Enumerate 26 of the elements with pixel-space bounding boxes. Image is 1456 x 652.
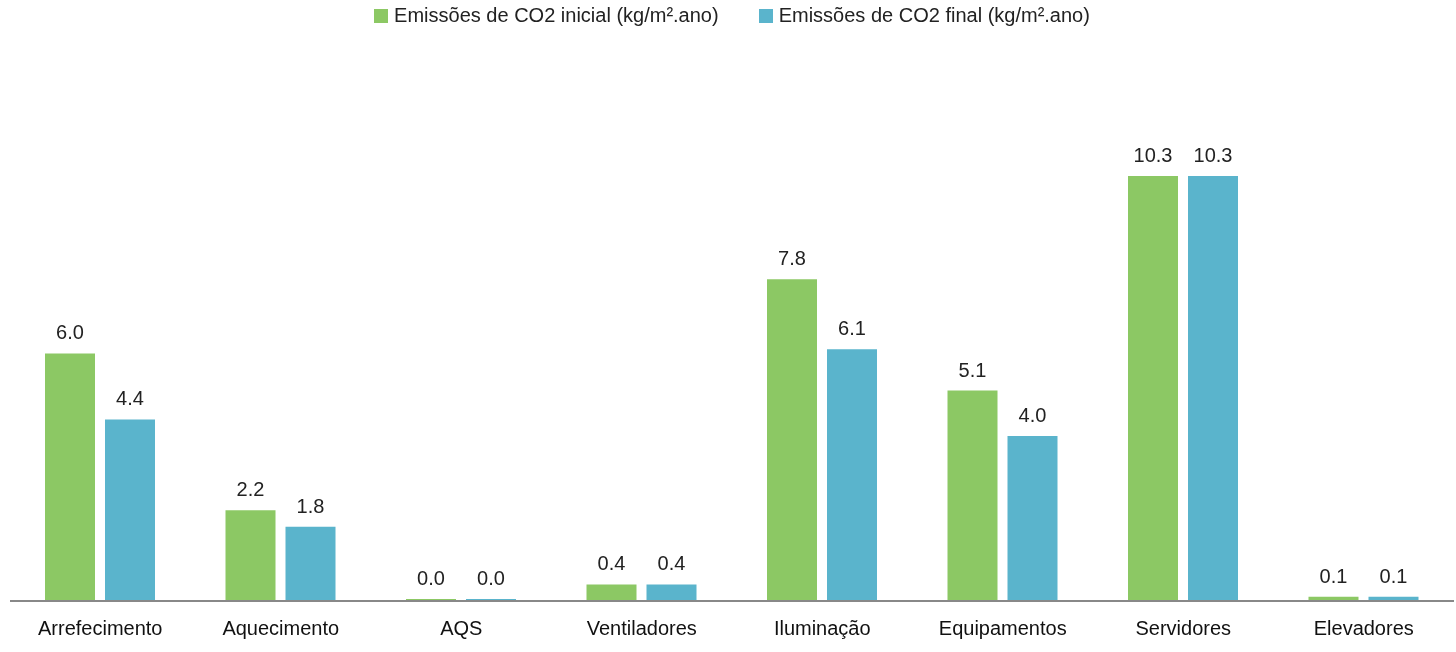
data-label: 6.0 (56, 321, 84, 344)
data-label: 5.1 (958, 358, 987, 381)
x-tick-label: Aquecimento (222, 617, 340, 640)
data-label: 0.0 (417, 567, 445, 589)
data-label: 0.1 (1379, 564, 1408, 587)
x-tick-label: Elevadores (1313, 617, 1414, 640)
data-label: 10.3 (1133, 144, 1173, 166)
data-label: 0.4 (597, 552, 626, 575)
x-tick-label: Arrefecimento (38, 617, 163, 640)
data-label: 7.8 (778, 247, 806, 270)
x-tick-label: Servidores (1135, 617, 1232, 640)
x-tick-label: AQS (440, 617, 483, 640)
data-label: 0.1 (1319, 564, 1348, 587)
data-label: 4.4 (116, 387, 144, 410)
data-label: 6.1 (838, 317, 866, 340)
data-label: 2.2 (236, 478, 265, 501)
legend-label: Emissões de CO2 inicial (kg/m².ano) (394, 4, 719, 27)
data-label: 4.0 (1018, 403, 1047, 426)
data-label: 1.8 (296, 494, 325, 517)
data-label: 0.4 (657, 552, 686, 575)
data-label: 0.0 (477, 567, 505, 589)
x-tick-label: Iluminação (773, 617, 871, 640)
data-label: 10.3 (1193, 144, 1233, 166)
legend-label: Emissões de CO2 final (kg/m².ano) (778, 4, 1090, 27)
x-tick-label: Ventiladores (586, 617, 697, 640)
x-tick-label: Equipamentos (938, 617, 1067, 640)
